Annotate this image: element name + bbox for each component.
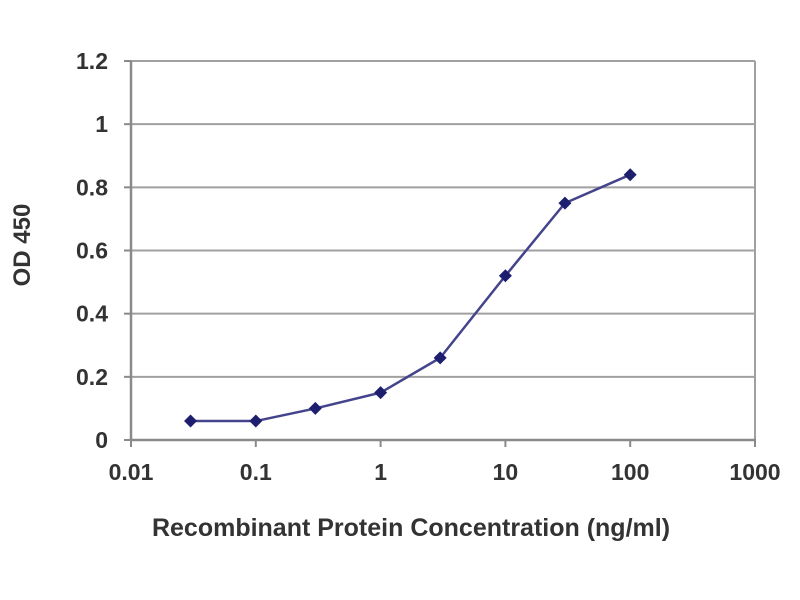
y-tick-label: 0 (95, 427, 108, 453)
x-tick-label: 1000 (729, 459, 780, 485)
data-point-marker (498, 269, 512, 283)
data-series-layer (184, 168, 637, 428)
x-tick-label: 100 (611, 459, 649, 485)
data-point-marker (308, 401, 322, 415)
data-point-marker (374, 386, 388, 400)
y-tick-label: 0.8 (76, 174, 108, 200)
series-line (190, 173, 631, 423)
data-point-marker (433, 351, 447, 365)
data-point-marker (558, 196, 572, 210)
gridlines-layer (131, 60, 756, 440)
y-axis-title: OD 450 (9, 204, 36, 287)
tick-labels-layer: 0 0.2 0.4 0.6 0.8 1 1.2 0.01 0.1 1 10 100 1000 (76, 48, 781, 485)
x-tick-label: 0.01 (109, 459, 154, 485)
x-tick-label: 0.1 (240, 459, 272, 485)
x-tick-label: 1 (374, 459, 387, 485)
y-tick-label: 0.4 (76, 301, 108, 327)
data-point-marker (184, 414, 198, 428)
x-tick-label: 10 (493, 459, 519, 485)
y-tick-label: 1 (95, 111, 108, 137)
y-tick-label: 1.2 (76, 48, 108, 74)
y-tick-label: 0.6 (76, 238, 108, 264)
y-tick-label: 0.2 (76, 364, 108, 390)
x-axis-title: Recombinant Protein Concentration (ng/ml… (152, 514, 670, 542)
data-point-marker (249, 414, 263, 428)
axes-layer (124, 60, 756, 447)
data-point-marker (623, 168, 637, 182)
